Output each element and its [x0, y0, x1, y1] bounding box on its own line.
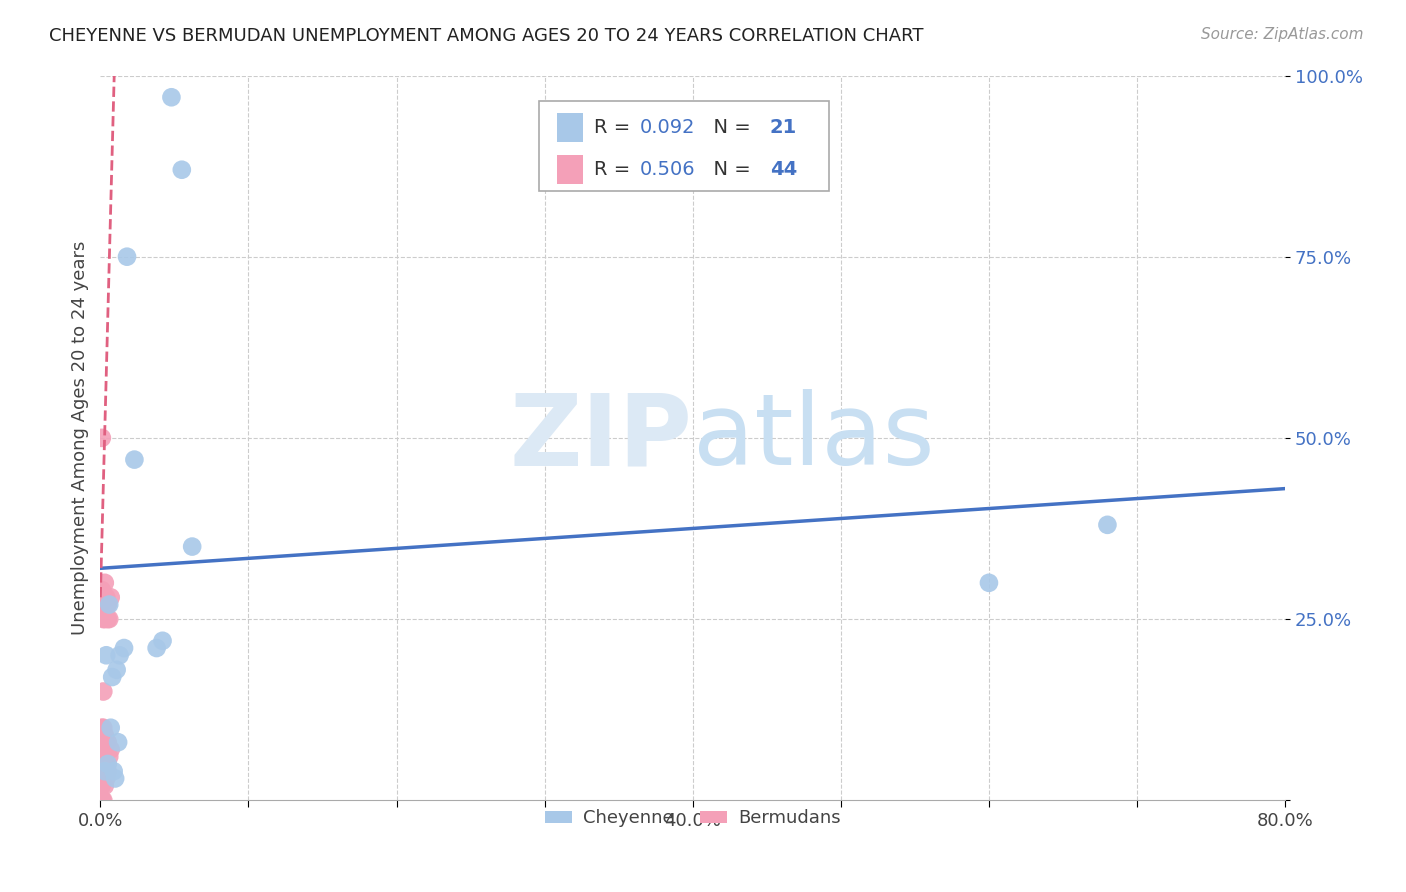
Point — [91, 612, 114, 626]
Text: CHEYENNE VS BERMUDAN UNEMPLOYMENT AMONG AGES 20 TO 24 YEARS CORRELATION CHART: CHEYENNE VS BERMUDAN UNEMPLOYMENT AMONG … — [49, 27, 924, 45]
Point — [90, 793, 112, 807]
Point — [170, 162, 193, 177]
Point — [94, 575, 117, 590]
Point — [112, 640, 135, 655]
Point — [91, 742, 114, 756]
Point — [90, 749, 112, 764]
Text: Source: ZipAtlas.com: Source: ZipAtlas.com — [1201, 27, 1364, 42]
FancyBboxPatch shape — [538, 101, 830, 192]
Point — [90, 735, 112, 749]
Point — [91, 772, 114, 786]
Point — [90, 598, 112, 612]
Point — [145, 640, 167, 655]
Point — [90, 793, 112, 807]
Point — [94, 742, 117, 756]
Y-axis label: Unemployment Among Ages 20 to 24 years: Unemployment Among Ages 20 to 24 years — [72, 241, 89, 635]
Text: 21: 21 — [769, 119, 797, 137]
Point — [104, 772, 127, 786]
Point — [181, 540, 204, 554]
Point — [90, 793, 112, 807]
Point — [101, 670, 124, 684]
Text: 0.092: 0.092 — [640, 119, 695, 137]
Point — [91, 591, 114, 605]
Point — [100, 721, 122, 735]
Text: atlas: atlas — [693, 390, 935, 486]
Point — [90, 793, 112, 807]
Point — [977, 575, 1000, 590]
Text: ZIP: ZIP — [510, 390, 693, 486]
Point — [96, 591, 118, 605]
Point — [97, 612, 120, 626]
Point — [107, 735, 129, 749]
Point — [115, 250, 138, 264]
Point — [96, 756, 118, 771]
Point — [160, 90, 183, 104]
Text: N =: N = — [702, 160, 756, 179]
Point — [90, 772, 112, 786]
FancyBboxPatch shape — [557, 155, 582, 184]
Point — [91, 721, 114, 735]
Point — [94, 779, 117, 793]
Point — [90, 793, 112, 807]
Point — [90, 721, 112, 735]
Point — [90, 793, 112, 807]
Point — [97, 764, 120, 779]
Point — [90, 431, 112, 445]
Point — [105, 663, 128, 677]
Point — [98, 749, 121, 764]
Point — [90, 779, 112, 793]
Point — [97, 598, 120, 612]
Point — [90, 764, 112, 779]
Point — [94, 764, 117, 779]
Point — [96, 772, 118, 786]
Point — [100, 591, 122, 605]
Legend: Cheyenne, Bermudans: Cheyenne, Bermudans — [537, 802, 848, 835]
Point — [103, 764, 125, 779]
Point — [90, 742, 112, 756]
Point — [124, 452, 146, 467]
Text: 0.506: 0.506 — [640, 160, 695, 179]
Text: N =: N = — [702, 119, 756, 137]
Point — [97, 735, 120, 749]
Point — [1097, 517, 1119, 532]
Point — [100, 742, 122, 756]
FancyBboxPatch shape — [557, 113, 582, 143]
Text: R =: R = — [595, 160, 637, 179]
Point — [96, 735, 118, 749]
Point — [91, 684, 114, 698]
Point — [98, 598, 121, 612]
Point — [94, 612, 117, 626]
Point — [90, 793, 112, 807]
Point — [96, 648, 118, 663]
Point — [90, 582, 112, 597]
Text: R =: R = — [595, 119, 637, 137]
Point — [90, 793, 112, 807]
Point — [152, 633, 174, 648]
Point — [108, 648, 131, 663]
Point — [97, 756, 120, 771]
Point — [94, 728, 117, 742]
Point — [91, 793, 114, 807]
Point — [90, 591, 112, 605]
Text: 44: 44 — [769, 160, 797, 179]
Point — [90, 793, 112, 807]
Point — [98, 612, 121, 626]
